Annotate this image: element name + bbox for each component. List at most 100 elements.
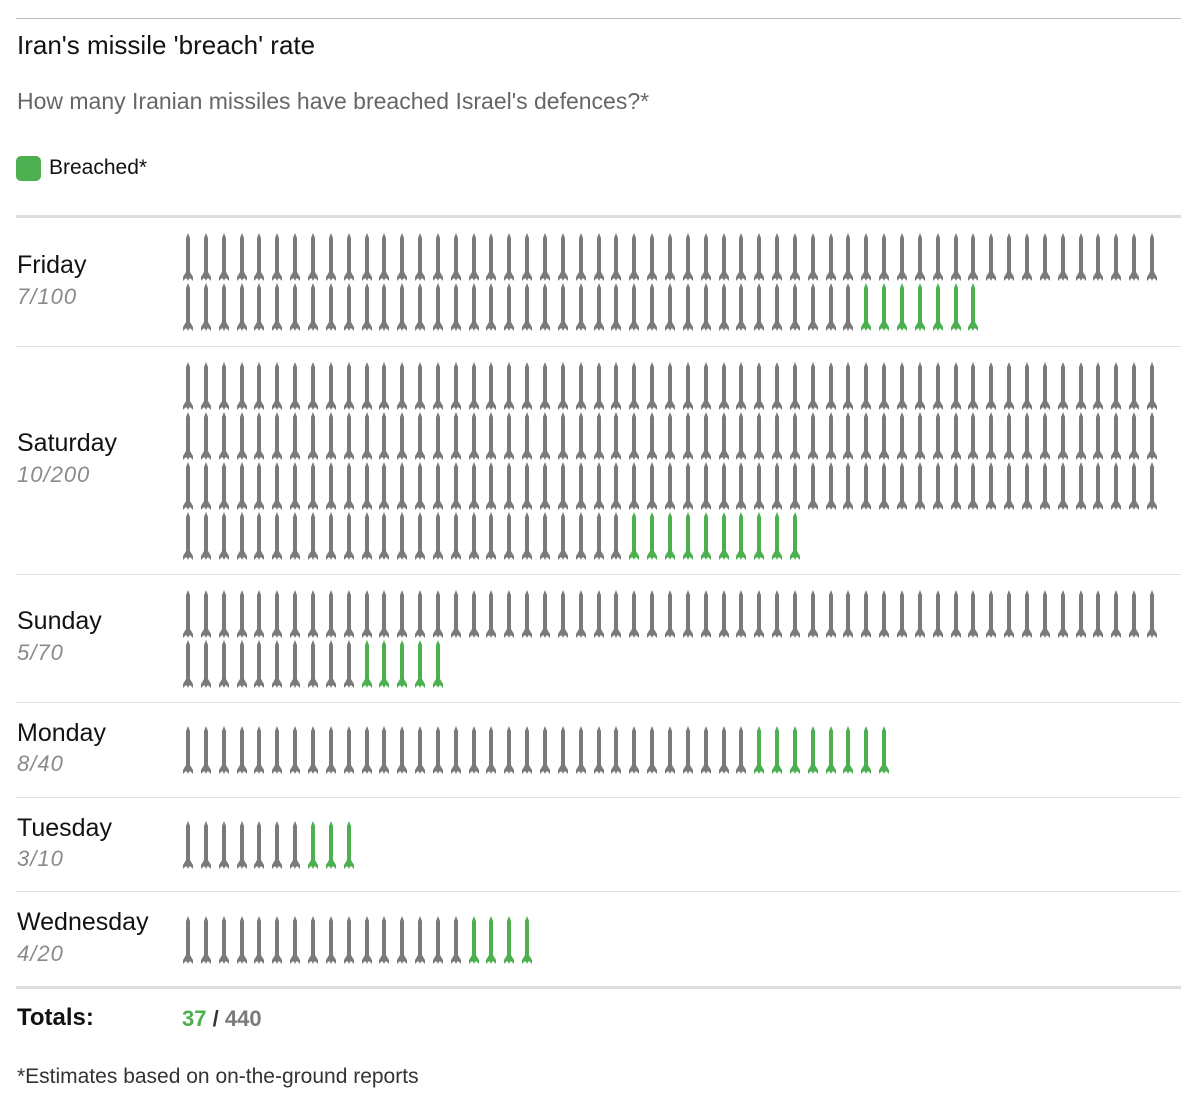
missile-icon <box>968 233 978 281</box>
missile-icon <box>790 233 800 281</box>
missile-icon <box>933 362 943 410</box>
missile-icon <box>719 412 729 460</box>
missile-icon <box>451 283 461 331</box>
missile-icon <box>915 362 925 410</box>
missile-icon <box>362 283 372 331</box>
missile-icon <box>415 512 425 560</box>
missile-icon <box>915 412 925 460</box>
missile-icon <box>629 362 639 410</box>
missile-icon <box>968 462 978 510</box>
missile-icon <box>1147 362 1157 410</box>
missile-icon <box>362 512 372 560</box>
missile-icon <box>379 916 389 964</box>
missile-icon <box>1058 233 1068 281</box>
missile-icon <box>272 640 282 688</box>
missile-icon <box>344 512 354 560</box>
missile-icon <box>951 283 961 331</box>
legend: Breached* <box>16 155 147 181</box>
missile-icon <box>344 821 354 869</box>
missile-icon <box>861 590 871 638</box>
missile-icon <box>272 283 282 331</box>
missile-icon <box>522 362 532 410</box>
missile-icon <box>522 726 532 774</box>
missile-icon <box>736 362 746 410</box>
missile-icon <box>719 512 729 560</box>
missile-icon <box>719 462 729 510</box>
missile-icon <box>540 412 550 460</box>
missile-icon <box>986 462 996 510</box>
missile-icon <box>362 362 372 410</box>
missile-icon <box>701 283 711 331</box>
missile-icon <box>558 283 568 331</box>
missile-icon <box>754 283 764 331</box>
missile-icon <box>1093 462 1103 510</box>
missile-icon <box>201 462 211 510</box>
missile-icon <box>504 283 514 331</box>
missile-icon <box>933 590 943 638</box>
missile-icon <box>451 412 461 460</box>
missile-icon <box>540 512 550 560</box>
missile-icon <box>397 726 407 774</box>
missile-icon <box>201 821 211 869</box>
missile-icon <box>272 726 282 774</box>
missile-icon <box>1129 233 1139 281</box>
missile-icon <box>808 462 818 510</box>
missile-icon <box>379 362 389 410</box>
missile-icon <box>201 283 211 331</box>
missile-icon <box>915 590 925 638</box>
missile-icon <box>433 726 443 774</box>
missile-icon <box>1093 412 1103 460</box>
missile-icon <box>290 233 300 281</box>
missile-icon <box>754 512 764 560</box>
missile-icon <box>504 590 514 638</box>
missile-icon <box>379 512 389 560</box>
missile-icon <box>951 462 961 510</box>
missile-icon <box>986 233 996 281</box>
missile-icon <box>1076 362 1086 410</box>
missile-icon <box>362 462 372 510</box>
missile-icon <box>254 462 264 510</box>
missile-icon <box>326 412 336 460</box>
missile-icon <box>772 283 782 331</box>
missile-icon <box>379 462 389 510</box>
missile-icon <box>183 726 193 774</box>
missile-icon <box>701 412 711 460</box>
missile-icon <box>611 283 621 331</box>
missile-icon <box>701 462 711 510</box>
missile-icon <box>826 362 836 410</box>
missile-icon <box>344 640 354 688</box>
missile-icon <box>826 590 836 638</box>
missile-icon <box>826 412 836 460</box>
missile-icon <box>665 233 675 281</box>
missile-icon <box>790 590 800 638</box>
missile-icon <box>772 362 782 410</box>
missile-icon <box>719 726 729 774</box>
missile-icon <box>629 726 639 774</box>
missile-icon <box>1004 362 1014 410</box>
missile-icon <box>201 726 211 774</box>
missile-icon <box>326 821 336 869</box>
missile-icon <box>344 362 354 410</box>
missile-icon <box>326 726 336 774</box>
missile-icon <box>504 412 514 460</box>
missile-icon <box>326 916 336 964</box>
missile-icon <box>808 233 818 281</box>
missile-icon <box>326 590 336 638</box>
missile-icon <box>326 283 336 331</box>
missile-icon <box>772 590 782 638</box>
missile-icon <box>576 412 586 460</box>
day-count: 7/100 <box>17 284 78 309</box>
row-divider <box>16 797 1181 798</box>
missile-icon <box>719 283 729 331</box>
missile-icon <box>594 412 604 460</box>
missile-icon <box>415 283 425 331</box>
legend-label-breached: Breached* <box>49 156 148 179</box>
missile-icon <box>1040 412 1050 460</box>
missile-icon <box>362 590 372 638</box>
missile-icon <box>451 362 461 410</box>
day-label: Saturday <box>17 429 118 457</box>
missile-icon <box>611 590 621 638</box>
missile-icon <box>1058 590 1068 638</box>
row-divider <box>16 702 1181 703</box>
missile-icon <box>1022 362 1032 410</box>
